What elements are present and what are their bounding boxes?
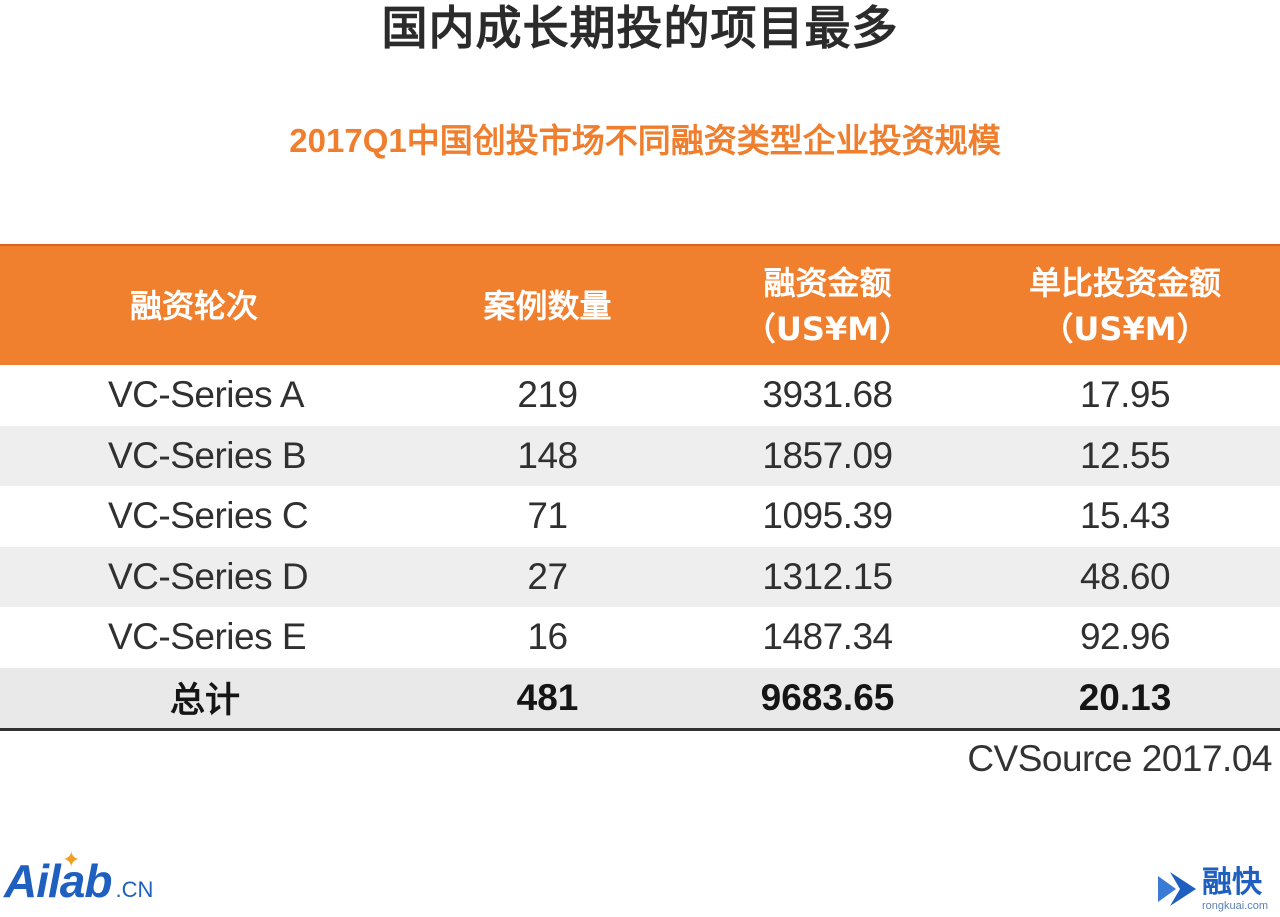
cell-total-label: 总计 [170,681,241,722]
column-header-round-label: 融资轮次 [130,286,259,325]
column-header-amount-unit: （US¥M） [743,309,912,348]
rongkuai-logo: 融快 rongkuai.com [1158,866,1276,914]
column-header-round: 融资轮次 [0,245,410,365]
rongkuai-mark-icon [1158,872,1196,906]
table-header-row: 融资轮次 案例数量 融资金额 （US¥M） 单比投资金额 （US¥M） [0,245,1280,365]
column-header-count-label: 案例数量 [483,286,612,325]
cell-amount: 1487.34 [762,616,893,658]
cell-count: 148 [517,434,578,476]
cell-avg-amount: 12.55 [1079,434,1171,476]
ailab-logo: ✦ Ailab .CN [4,850,153,907]
cell-round: VC-Series B [108,434,307,476]
column-header-avg-amount-unit: （US¥M） [1041,309,1209,348]
cell-round: VC-Series D [108,555,309,597]
table-row: VC-Series A 219 3931.68 17.95 [0,365,1280,426]
cell-count: 16 [527,616,568,658]
column-header-amount-label: 融资金额 [763,263,892,302]
table-row: VC-Series C 71 1095.39 15.43 [0,486,1280,547]
rongkuai-logo-domain: rongkuai.com [1202,900,1269,912]
page-title: 国内成长期投的项目最多 [381,1,899,55]
ailab-logo-name: Ailab [4,855,112,907]
table-row: VC-Series E 16 1487.34 92.96 [0,607,1280,668]
column-header-amount: 融资金额 （US¥M） [685,245,970,365]
table-total-row: 总计 481 9683.65 20.13 [0,667,1280,730]
column-header-avg-amount: 单比投资金额 （US¥M） [970,245,1280,365]
cell-count: 27 [527,555,568,597]
ailab-logo-domain: .CN [115,877,154,902]
cell-amount: 1857.09 [762,434,893,476]
table-row: VC-Series D 27 1312.15 48.60 [0,546,1280,607]
column-header-avg-amount-label: 单比投资金额 [1028,263,1221,302]
rongkuai-logo-name: 融快 [1202,865,1262,900]
source-note: CVSource 2017.04 [967,738,1272,779]
cell-avg-amount: 92.96 [1079,616,1171,658]
cell-count: 219 [517,374,578,416]
cell-total-avg-amount: 20.13 [1078,676,1172,718]
chart-title: 2017Q1中国创投市场不同融资类型企业投资规模 [289,122,1001,159]
cell-amount: 3931.68 [762,374,893,416]
cell-count: 71 [527,495,568,537]
cell-avg-amount: 15.43 [1079,495,1171,537]
cell-total-amount: 9683.65 [760,676,895,718]
table-row: VC-Series B 148 1857.09 12.55 [0,425,1280,486]
cell-amount: 1095.39 [762,495,893,537]
cell-avg-amount: 17.95 [1079,374,1171,416]
column-header-count: 案例数量 [410,245,685,365]
cell-round: VC-Series C [108,495,309,537]
cell-avg-amount: 48.60 [1079,555,1171,597]
data-table: 融资轮次 案例数量 融资金额 （US¥M） 单比投资金额 （US¥M） VC-S… [0,244,1280,731]
sparkle-icon: ✦ [62,848,81,873]
cell-amount: 1312.15 [762,555,893,597]
cell-total-count: 481 [516,676,579,718]
cell-round: VC-Series A [108,374,305,416]
cell-round: VC-Series E [108,616,307,658]
